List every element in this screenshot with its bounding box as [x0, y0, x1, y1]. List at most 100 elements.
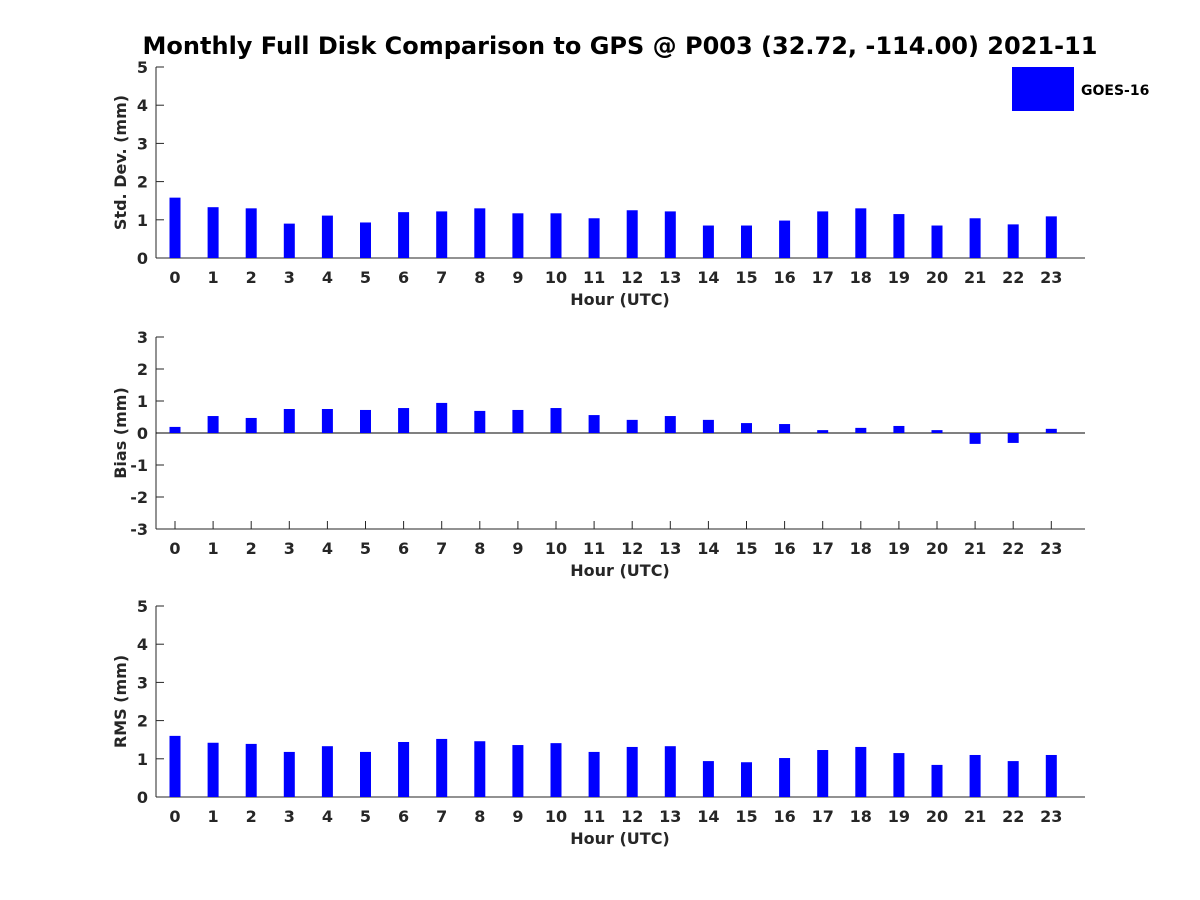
- x-tick-label: 5: [360, 539, 371, 558]
- bar: [1007, 433, 1019, 443]
- x-tick-label: 10: [545, 539, 567, 558]
- bar: [436, 211, 448, 258]
- bar: [512, 409, 524, 433]
- y-tick-label: 1: [137, 750, 148, 769]
- y-tick-label: 0: [137, 424, 148, 443]
- x-tick-label: 1: [208, 268, 219, 287]
- x-tick-label: 0: [169, 539, 180, 558]
- bar: [245, 208, 257, 258]
- bar: [893, 214, 905, 258]
- y-axis-label: Bias (mm): [111, 387, 130, 479]
- y-tick-label: 0: [137, 249, 148, 268]
- y-axis-label: Std. Dev. (mm): [111, 95, 130, 230]
- x-tick-label: 8: [474, 539, 485, 558]
- bar: [207, 416, 219, 433]
- x-tick-label: 7: [436, 807, 447, 826]
- y-tick-label: 1: [137, 392, 148, 411]
- x-tick-label: 17: [812, 539, 834, 558]
- bar: [474, 208, 486, 258]
- bar: [664, 416, 676, 433]
- x-tick-label: 20: [926, 539, 948, 558]
- y-tick-label: 1: [137, 211, 148, 230]
- x-tick-label: 23: [1040, 268, 1062, 287]
- bar: [474, 410, 486, 433]
- bar: [741, 225, 752, 258]
- bar: [1045, 428, 1057, 433]
- x-tick-label: 6: [398, 268, 409, 287]
- x-tick-label: 14: [697, 539, 719, 558]
- x-tick-label: 2: [246, 268, 257, 287]
- x-tick-label: 13: [659, 268, 681, 287]
- bar: [664, 211, 676, 258]
- bar: [588, 751, 600, 797]
- x-tick-label: 11: [583, 807, 605, 826]
- y-tick-label: -3: [130, 520, 148, 539]
- x-tick-label: 10: [545, 807, 567, 826]
- y-tick-label: 3: [137, 134, 148, 153]
- bar: [702, 761, 714, 797]
- x-tick-label: 5: [360, 807, 371, 826]
- x-tick-label: 15: [735, 539, 757, 558]
- bar: [1007, 761, 1019, 797]
- y-tick-label: 2: [137, 173, 148, 192]
- y-tick-label: 5: [137, 58, 148, 77]
- x-tick-label: 21: [964, 539, 986, 558]
- legend: GOES-16: [1012, 67, 1149, 111]
- bar: [817, 430, 829, 433]
- bar: [360, 222, 371, 258]
- bar: [169, 197, 181, 258]
- x-tick-label: 4: [322, 539, 333, 558]
- bar: [817, 211, 829, 258]
- bar: [931, 430, 943, 433]
- x-tick-label: 15: [735, 807, 757, 826]
- bar: [969, 754, 981, 797]
- x-tick-label: 7: [436, 268, 447, 287]
- x-tick-label: 3: [284, 268, 295, 287]
- chart-title: Monthly Full Disk Comparison to GPS @ P0…: [143, 32, 1098, 60]
- x-tick-label: 19: [888, 807, 910, 826]
- bar: [550, 213, 562, 258]
- x-tick-label: 17: [812, 268, 834, 287]
- x-tick-label: 9: [512, 539, 523, 558]
- bar: [969, 218, 981, 258]
- x-tick-label: 4: [322, 807, 333, 826]
- y-tick-label: 2: [137, 360, 148, 379]
- x-tick-label: 18: [850, 807, 872, 826]
- bar: [245, 743, 257, 797]
- bar: [321, 215, 333, 258]
- x-tick-label: 6: [398, 807, 409, 826]
- x-tick-label: 18: [850, 539, 872, 558]
- legend-swatch: [1012, 67, 1074, 111]
- bar: [398, 408, 410, 433]
- bar: [741, 762, 752, 797]
- x-tick-label: 19: [888, 539, 910, 558]
- x-tick-label: 3: [284, 807, 295, 826]
- x-tick-label: 18: [850, 268, 872, 287]
- bar: [1045, 216, 1057, 258]
- bar: [398, 741, 410, 797]
- x-tick-label: 9: [512, 268, 523, 287]
- x-tick-label: 3: [284, 539, 295, 558]
- x-tick-label: 20: [926, 268, 948, 287]
- x-tick-label: 16: [773, 268, 795, 287]
- bar: [360, 409, 371, 433]
- y-tick-label: 0: [137, 788, 148, 807]
- x-axis-label: Hour (UTC): [570, 561, 670, 580]
- bar: [207, 742, 219, 797]
- bar: [855, 427, 867, 433]
- bar: [931, 764, 943, 797]
- x-tick-label: 12: [621, 807, 643, 826]
- y-tick-label: -1: [130, 456, 148, 475]
- x-tick-label: 8: [474, 268, 485, 287]
- x-tick-label: 12: [621, 539, 643, 558]
- bar: [474, 741, 486, 797]
- x-tick-label: 22: [1002, 807, 1024, 826]
- x-tick-label: 20: [926, 807, 948, 826]
- bar: [398, 212, 410, 258]
- x-tick-label: 15: [735, 268, 757, 287]
- x-tick-label: 9: [512, 807, 523, 826]
- x-tick-label: 16: [773, 539, 795, 558]
